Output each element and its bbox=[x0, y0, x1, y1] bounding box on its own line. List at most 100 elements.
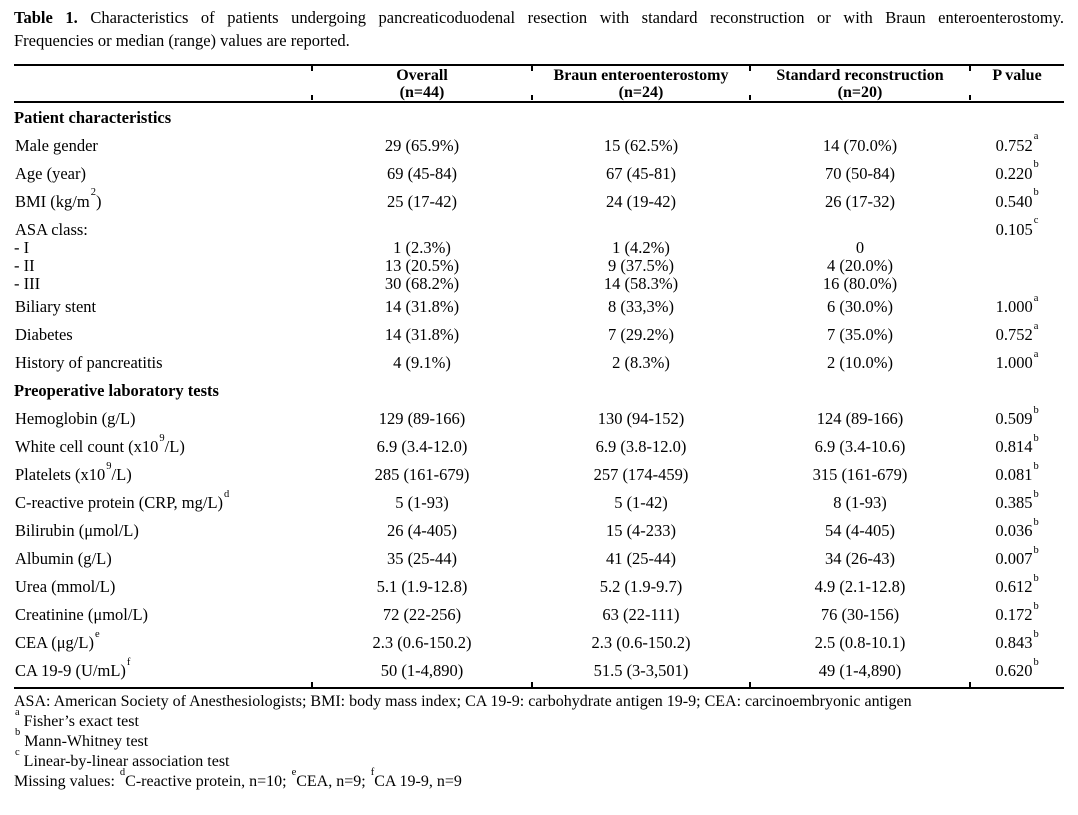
table-row: - II 13 (20.5%) 9 (37.5%) 4 (20.0%) bbox=[14, 255, 1064, 275]
row-label: Diabetes bbox=[14, 321, 312, 349]
cell-standard: 76 (30-156) bbox=[820, 605, 900, 624]
row-label: ASA class: bbox=[14, 215, 312, 239]
cell-standard: 2.5 (0.8-10.1) bbox=[814, 633, 906, 652]
footnote: Missing values: dC-reactive protein, n=1… bbox=[14, 766, 462, 790]
cell-braun: 6.9 (3.8-12.0) bbox=[595, 437, 687, 456]
cell-standard: 54 (4-405) bbox=[824, 521, 896, 540]
cell-braun: 130 (94-152) bbox=[597, 409, 685, 428]
cell-overall: 4 (9.1%) bbox=[393, 353, 451, 372]
cell-overall: 26 (4-405) bbox=[386, 521, 458, 540]
col-header-title: Overall bbox=[396, 67, 448, 84]
row-label: C-reactive protein (CRP, mg/L)d bbox=[14, 489, 312, 517]
table-row: Platelets (x109/L) 285 (161-679) 257 (17… bbox=[14, 461, 1064, 489]
row-label: Male gender bbox=[14, 131, 312, 159]
column-divider-tick bbox=[749, 66, 751, 71]
footnote: c Linear-by-linear association test bbox=[15, 746, 230, 770]
cell-p-value: 0.540b bbox=[970, 187, 1064, 215]
column-divider-tick bbox=[749, 682, 751, 687]
cell-standard: 49 (1-4,890) bbox=[750, 656, 970, 689]
cell-standard: 34 (26-43) bbox=[824, 549, 896, 568]
column-divider-tick bbox=[969, 66, 971, 71]
row-label-text: BMI (kg/m bbox=[15, 191, 90, 211]
column-divider-tick bbox=[969, 682, 971, 687]
table-row: Creatinine (μmol/L) 72 (22-256) 63 (22-1… bbox=[14, 601, 1064, 629]
cell-standard: 0 bbox=[855, 237, 865, 257]
superscript-marker: b bbox=[1033, 159, 1039, 170]
cell-overall: 6.9 (3.4-12.0) bbox=[376, 437, 468, 456]
row-label: Creatinine (μmol/L) bbox=[14, 601, 312, 629]
cell-p-value: 0.752a bbox=[970, 321, 1064, 349]
table-row: Male gender 29 (65.9%) 15 (62.5%) 14 (70… bbox=[14, 131, 1064, 159]
col-header-title: Braun enteroenterostomy bbox=[553, 67, 729, 84]
cell-p-value: 0.620b bbox=[970, 656, 1064, 689]
superscript-marker: d bbox=[224, 488, 230, 500]
cell-overall: 14 (31.8%) bbox=[384, 297, 460, 316]
row-label: Urea (mmol/L) bbox=[14, 573, 312, 601]
table-row: - I 1 (2.3%) 1 (4.2%) 0 bbox=[14, 237, 1064, 257]
table-row: History of pancreatitis 4 (9.1%) 2 (8.3%… bbox=[14, 349, 1064, 377]
row-label-text: Urea (mmol/L) bbox=[15, 577, 116, 596]
row-label: - II bbox=[14, 256, 312, 275]
table-row: - III 30 (68.2%) 14 (58.3%) 16 (80.0%) bbox=[14, 273, 1064, 293]
cell-p-value: 0.814b bbox=[970, 433, 1064, 461]
row-label-text: Hemoglobin (g/L) bbox=[15, 409, 136, 428]
table-row: Urea (mmol/L) 5.1 (1.9-12.8) 5.2 (1.9-9.… bbox=[14, 573, 1064, 601]
cell-overall: 50 (1-4,890) bbox=[312, 656, 532, 689]
cell-overall: 14 (31.8%) bbox=[384, 325, 460, 344]
cell-standard: 8 (1-93) bbox=[833, 493, 887, 512]
cell-braun bbox=[532, 215, 750, 239]
cell-braun: 2 (8.3%) bbox=[612, 353, 670, 372]
cell-overall: 13 (20.5%) bbox=[384, 255, 460, 275]
cell-overall: 72 (22-256) bbox=[382, 605, 462, 624]
col-header-n: (n=44) bbox=[399, 84, 445, 101]
section-row: Patient characteristics bbox=[14, 102, 1064, 131]
p-value-text: 1.000 bbox=[995, 353, 1033, 372]
cell-p-value: 0.612b bbox=[970, 573, 1064, 601]
caption-line-2: Frequencies or median (range) values are… bbox=[14, 31, 350, 50]
cell-braun: 67 (45-81) bbox=[605, 163, 677, 183]
column-divider-tick bbox=[531, 682, 533, 687]
cell-overall: 5.1 (1.9-12.8) bbox=[376, 577, 468, 596]
cell-overall: 2.3 (0.6-150.2) bbox=[372, 633, 472, 652]
superscript-marker: b bbox=[1033, 432, 1039, 444]
row-label: Bilirubin (μmol/L) bbox=[14, 517, 312, 545]
row-label-text: - I bbox=[14, 237, 30, 257]
row-label: History of pancreatitis bbox=[14, 349, 312, 377]
row-label-text: C-reactive protein (CRP, mg/L) bbox=[15, 493, 224, 512]
superscript-marker: b bbox=[1033, 572, 1039, 584]
footnote: b Mann-Whitney test bbox=[15, 726, 149, 750]
column-divider-tick bbox=[531, 95, 533, 100]
table-footnotes: ASA: American Society of Anesthesiologis… bbox=[14, 692, 1064, 792]
col-header-empty bbox=[14, 64, 312, 103]
caption-text: Characteristics of patients undergoing p… bbox=[77, 8, 1064, 27]
row-label-text: Age (year) bbox=[15, 163, 86, 183]
superscript-marker: b bbox=[1033, 460, 1039, 472]
cell-overall: 285 (161-679) bbox=[374, 465, 470, 484]
cell-p-value: 1.000a bbox=[970, 349, 1064, 377]
cell-overall bbox=[312, 215, 532, 239]
cell-braun: 2.3 (0.6-150.2) bbox=[591, 633, 691, 652]
table-row: Diabetes 14 (31.8%) 7 (29.2%) 7 (35.0%) … bbox=[14, 321, 1064, 349]
table-row: CA 19-9 (U/mL)f 50 (1-4,890) 51.5 (3-3,5… bbox=[14, 656, 1064, 689]
cell-overall: 35 (25-44) bbox=[386, 549, 458, 568]
row-label: Albumin (g/L) bbox=[14, 545, 312, 573]
row-label-text: /L) bbox=[164, 437, 185, 456]
cell-standard: 6 (30.0%) bbox=[827, 297, 893, 316]
cell-standard: 7 (35.0%) bbox=[827, 325, 893, 344]
p-value-text: 0.843 bbox=[995, 633, 1033, 652]
cell-p-value: 0.081b bbox=[970, 461, 1064, 489]
superscript-marker: b bbox=[1033, 404, 1039, 416]
row-label-text: CA 19-9 (U/mL) bbox=[15, 661, 126, 680]
cell-overall: 5 (1-93) bbox=[395, 493, 449, 512]
cell-p-value bbox=[970, 239, 1064, 257]
row-label-text: Biliary stent bbox=[15, 297, 97, 316]
table-row: White cell count (x109/L) 6.9 (3.4-12.0)… bbox=[14, 433, 1064, 461]
cell-p-value: 0.220b bbox=[970, 159, 1064, 187]
p-value-text: 0.036 bbox=[995, 521, 1033, 540]
cell-overall: 30 (68.2%) bbox=[384, 273, 460, 293]
row-label-text: Creatinine (μmol/L) bbox=[15, 605, 149, 624]
superscript-marker: 9 bbox=[159, 432, 165, 444]
row-label-text: ) bbox=[95, 191, 102, 211]
superscript-marker: b bbox=[1033, 544, 1039, 556]
cell-braun: 15 (4-233) bbox=[605, 521, 677, 540]
